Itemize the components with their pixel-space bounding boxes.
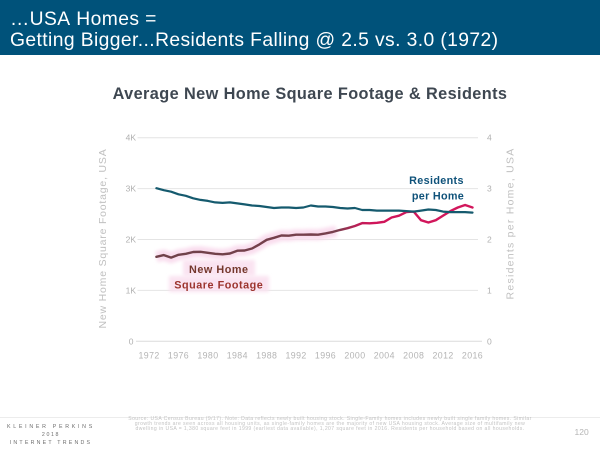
svg-text:0: 0 — [487, 337, 492, 347]
svg-text:1972: 1972 — [139, 350, 160, 360]
svg-text:2008: 2008 — [403, 350, 424, 360]
svg-text:2012: 2012 — [433, 350, 454, 360]
svg-text:2016: 2016 — [462, 350, 483, 360]
svg-text:4K: 4K — [126, 133, 137, 143]
svg-text:per Home: per Home — [412, 191, 464, 203]
svg-text:2000: 2000 — [344, 350, 365, 360]
svg-text:0: 0 — [129, 337, 134, 347]
svg-text:1976: 1976 — [168, 350, 189, 360]
svg-text:Square Footage: Square Footage — [174, 279, 263, 291]
svg-text:1980: 1980 — [197, 350, 218, 360]
svg-text:Residents per Home, USA: Residents per Home, USA — [505, 148, 517, 300]
svg-text:1984: 1984 — [227, 350, 248, 360]
svg-text:2K: 2K — [126, 235, 137, 245]
svg-text:New Home: New Home — [189, 264, 249, 276]
svg-text:1996: 1996 — [315, 350, 336, 360]
svg-text:New Home Square Footage, USA: New Home Square Footage, USA — [97, 149, 109, 329]
svg-text:1988: 1988 — [256, 350, 277, 360]
svg-text:Residents: Residents — [409, 175, 464, 187]
svg-text:1992: 1992 — [286, 350, 307, 360]
svg-text:2004: 2004 — [374, 350, 395, 360]
svg-text:3K: 3K — [126, 184, 137, 194]
svg-text:1K: 1K — [126, 285, 137, 295]
svg-text:2: 2 — [487, 235, 492, 245]
svg-text:3: 3 — [487, 184, 492, 194]
svg-text:4: 4 — [487, 133, 492, 143]
svg-text:1: 1 — [487, 285, 492, 295]
